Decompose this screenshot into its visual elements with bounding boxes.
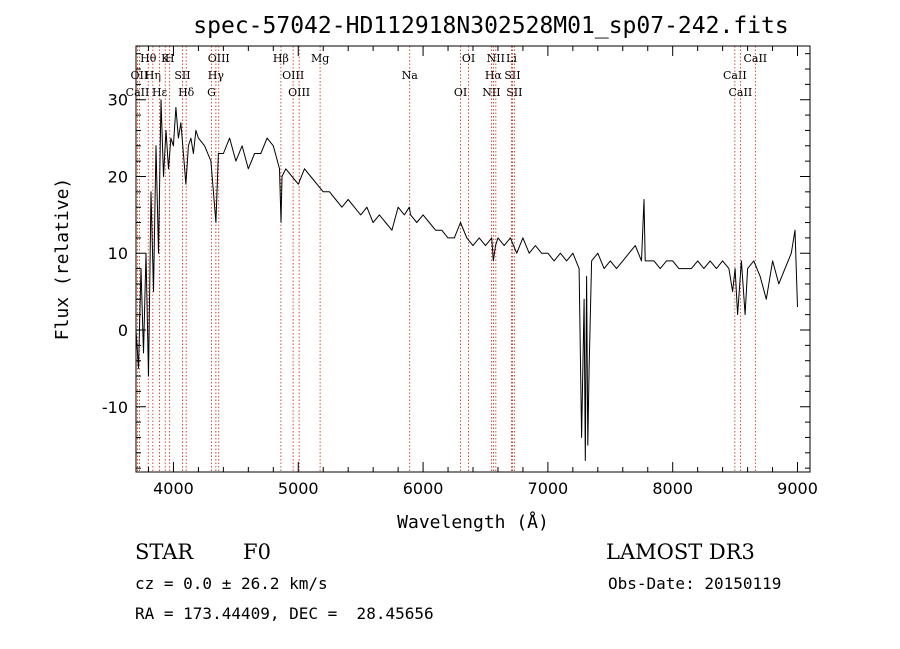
y-tick-label: 30 [108,91,128,110]
line-marker-label: NII [482,86,500,99]
y-tick-label: 0 [118,321,128,340]
line-marker-label: K [161,52,170,65]
line-marker-label: Mg [311,52,329,65]
line-marker-label: Hα [485,69,503,82]
x-axis-label: Wavelength (Å) [397,511,549,533]
x-tick-label: 9000 [777,479,818,498]
line-marker-label: Hθ [140,52,157,65]
line-marker-label: NII [487,52,505,65]
line-marker-label: OIII [208,52,230,65]
line-marker-label: SII [506,86,522,99]
x-tick-label: 8000 [652,479,693,498]
line-marker-label: CaII [126,86,150,99]
line-marker-label: G [207,86,216,99]
line-marker-label: Hδ [178,86,195,99]
line-marker-label: OIII [282,69,304,82]
line-marker-label: CaII [723,69,747,82]
plot-frame [135,45,811,473]
x-tick-label: 6000 [403,479,444,498]
line-marker-label: Li [506,52,517,65]
y-tick-label: 20 [108,167,128,186]
chart-title: spec-57042-HD112918N302528M01_sp07-242.f… [193,13,788,39]
y-tick-label: -10 [102,398,128,417]
y-tick-label: 10 [108,244,128,263]
survey-label: LAMOST DR3 [606,540,755,564]
line-marker-label: OI [454,86,467,99]
line-marker-label: CaII [743,52,767,65]
line-marker-label: H [165,52,175,65]
object-subclass: F0 [243,540,271,564]
line-marker-label: CaII [729,86,753,99]
line-marker-label: Hε [152,86,168,99]
line-marker-label: Hγ [208,69,225,82]
redshift-label: cz = 0.0 ± 26.2 km/s [135,574,328,593]
line-marker-label: Na [402,69,419,82]
x-tick-label: 5000 [278,479,319,498]
line-marker-label: SII [174,69,190,82]
x-tick-label: 7000 [528,479,569,498]
y-axis-label: Flux (relative) [52,178,73,341]
line-marker-label: OI [462,52,475,65]
line-marker-label: Hβ [273,52,289,65]
object-type: STAR [135,540,194,564]
line-marker-label: Hη [145,69,161,82]
line-marker-label: OII [131,69,149,82]
line-marker-label: SII [504,69,520,82]
obs-date-label: Obs-Date: 20150119 [608,574,782,593]
x-tick-label: 4000 [153,479,194,498]
line-marker-label: OIII [288,86,310,99]
coordinates-label: RA = 173.44409, DEC = 28.45656 [135,604,434,623]
spectrum-line [135,99,798,461]
